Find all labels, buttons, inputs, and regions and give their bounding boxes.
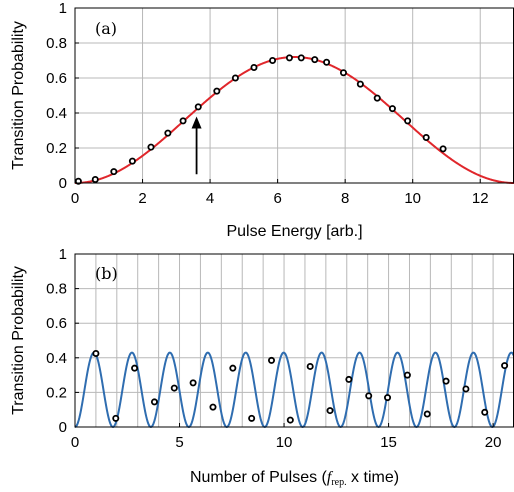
x-tick-label: 6	[273, 190, 281, 207]
data-point	[231, 74, 239, 82]
data-point	[128, 157, 136, 165]
panel-b-x-axis-label-end: x time)	[347, 469, 399, 486]
x-tick-label: 5	[175, 434, 183, 451]
data-point	[326, 407, 334, 415]
data-point	[147, 143, 155, 151]
panel-a-annotations	[191, 116, 202, 175]
panel-a-x-axis-label: Pulse Energy [arb.]	[226, 223, 362, 240]
x-tick-label: 15	[380, 434, 397, 451]
data-point	[365, 392, 373, 400]
panel-a-label: (a)	[95, 19, 117, 38]
y-tick-label: 0.2	[46, 384, 67, 401]
x-tick-label: 8	[341, 190, 349, 207]
panel-b: 0 5 10 15 20 0 0.2 0.4 0.6 0.8 1 (b) Number of Pul…	[10, 246, 514, 488]
x-tick-label: 20	[485, 434, 502, 451]
data-point	[250, 64, 258, 72]
data-point	[92, 349, 100, 357]
x-tick-label: 4	[206, 190, 214, 207]
data-point	[297, 54, 305, 62]
panel-b-data-points	[92, 349, 509, 424]
data-point	[179, 117, 187, 125]
data-point	[345, 375, 353, 383]
panel-a: 0 2 4 6 8 10 12 0 0.2 0.4 0.6 0.8 1 (a) Pulse Energy…	[10, 0, 514, 240]
panel-a-ticks: 0 2 4 6 8 10 12 0 0.2 0.4 0.6 0.8 1	[46, 0, 488, 207]
data-point	[170, 384, 178, 392]
data-point	[501, 362, 509, 370]
y-tick-label: 0.4	[46, 350, 67, 367]
data-point	[91, 175, 99, 183]
data-point	[423, 410, 431, 418]
data-point	[248, 414, 256, 422]
x-tick-label: 12	[472, 190, 489, 207]
panel-b-x-axis-label-sub: rep.	[331, 477, 346, 488]
y-tick-label: 0.6	[46, 315, 67, 332]
data-point	[189, 379, 197, 387]
y-tick-label: 0.8	[46, 281, 67, 298]
data-point	[194, 103, 202, 111]
data-point	[229, 364, 237, 372]
panel-b-x-axis-label-main: Number of Pulses (	[190, 469, 328, 486]
data-point	[150, 398, 158, 406]
panel-b-y-axis-label: Transition Probability	[10, 266, 27, 415]
panel-a-data-points	[74, 54, 447, 185]
x-tick-label: 0	[71, 434, 79, 451]
panel-b-ticks: 0 5 10 15 20 0 0.2 0.4 0.6 0.8 1	[46, 246, 501, 451]
x-tick-label: 10	[276, 434, 293, 451]
data-point	[209, 403, 217, 411]
data-point	[131, 364, 139, 372]
data-point	[384, 394, 392, 402]
panel-b-fit-curve	[74, 351, 514, 429]
panel-a-y-axis-label: Transition Probability	[10, 21, 27, 170]
data-point	[462, 385, 470, 393]
y-tick-label: 0	[59, 419, 67, 436]
data-point	[404, 117, 412, 125]
data-point	[112, 414, 120, 422]
data-point	[110, 168, 118, 176]
x-tick-label: 10	[404, 190, 421, 207]
y-tick-label: 1	[59, 246, 67, 263]
data-point	[285, 54, 293, 62]
data-point	[442, 377, 450, 385]
data-point	[388, 105, 396, 113]
data-point	[323, 58, 331, 66]
data-point	[269, 57, 277, 65]
data-point	[356, 80, 364, 88]
x-tick-label: 0	[71, 190, 79, 207]
data-point	[213, 87, 221, 95]
y-tick-label: 0.6	[46, 70, 67, 87]
panel-a-fit-curve	[75, 56, 514, 184]
y-tick-label: 0.4	[46, 105, 67, 122]
data-point	[306, 362, 314, 370]
data-point	[481, 408, 489, 416]
data-point	[373, 94, 381, 102]
y-tick-label: 0	[59, 175, 67, 192]
arrow-head-icon	[191, 116, 202, 129]
panel-b-label: (b)	[95, 264, 118, 283]
x-tick-label: 2	[138, 190, 146, 207]
panel-b-x-axis-label: Number of Pulses (frep. x time)	[190, 469, 399, 488]
data-point	[286, 416, 294, 424]
panel-b-x-axis-label-italic: f	[327, 469, 334, 486]
data-point	[403, 371, 411, 379]
data-point	[268, 356, 276, 364]
data-point	[164, 129, 172, 137]
y-tick-label: 1	[59, 0, 67, 17]
data-point	[339, 69, 347, 77]
y-tick-label: 0.2	[46, 140, 67, 157]
data-point	[439, 145, 447, 153]
data-point	[422, 133, 430, 141]
data-point	[311, 56, 319, 64]
y-tick-label: 0.8	[46, 35, 67, 52]
